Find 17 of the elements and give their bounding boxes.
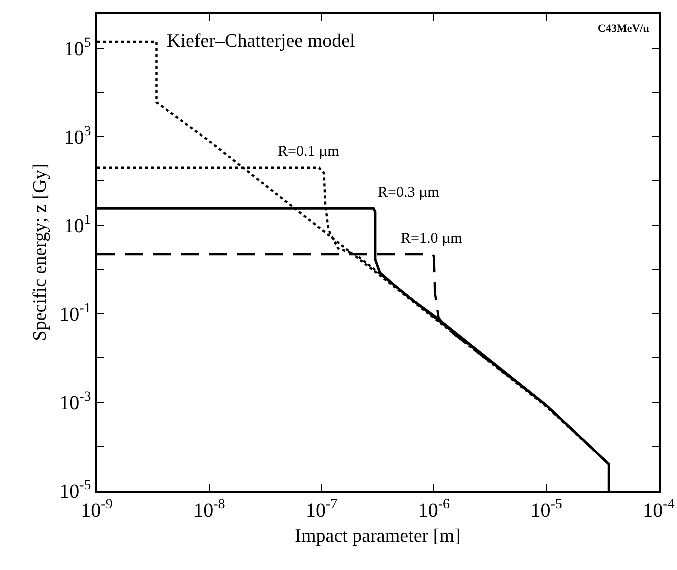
x-tick-label: 10$^{-8}$ — [194, 497, 226, 522]
y-axis-title: Specific energy; z [Gy] — [30, 164, 51, 342]
y-tick-label: 10$^{1}$ — [64, 213, 92, 238]
x-tick-label: 10$^{-6}$ — [418, 497, 450, 522]
y-tick-label: 10$^{5}$ — [64, 36, 92, 60]
x-tick-label: 10$^{-5}$ — [530, 497, 562, 522]
x-axis-title: Impact parameter [m] — [295, 526, 461, 548]
x-tick-label: 10$^{-4}$ — [643, 497, 675, 522]
annotation: R=0.3 µm — [378, 185, 440, 201]
annotation: R=1.0 µm — [401, 231, 463, 247]
y-tick-label: 10$^{-1}$ — [60, 302, 92, 326]
y-tick-label: 10$^{-3}$ — [60, 390, 92, 414]
annotation: R=0.1 µm — [278, 144, 340, 160]
x-tick-label: 10$^{-7}$ — [306, 497, 338, 522]
y-tick-label: 10$^{3}$ — [64, 124, 92, 149]
annotation: Kiefer–Chatterjee model — [167, 31, 356, 52]
annotation: C43MeV/u — [598, 23, 650, 35]
